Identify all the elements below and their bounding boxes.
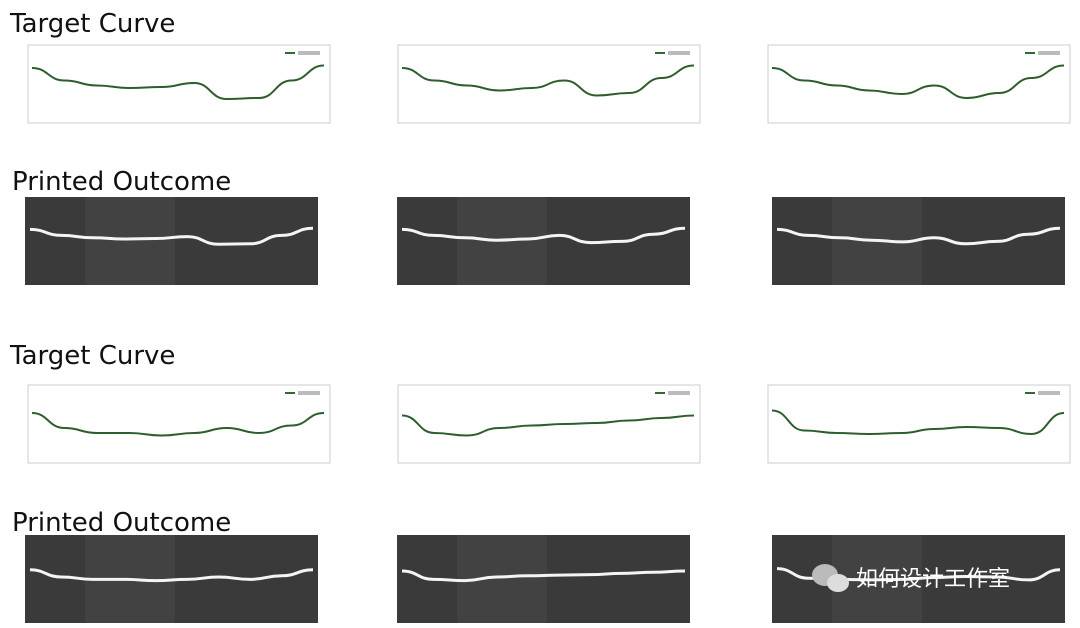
printed-curve	[776, 226, 1061, 246]
chart-frame	[27, 384, 331, 464]
target-curve	[771, 409, 1065, 436]
legend-text	[668, 51, 690, 55]
chart-frame	[767, 384, 1071, 464]
section-label: Printed Outcome	[12, 167, 231, 197]
section-label: Printed Outcome	[12, 508, 231, 538]
chart-frame	[767, 44, 1071, 124]
legend-text	[1038, 391, 1060, 395]
legend-text	[668, 391, 690, 395]
legend-text	[298, 51, 320, 55]
watermark: 如何设计工作室	[856, 567, 1010, 592]
target-curve	[31, 64, 325, 101]
legend-text	[298, 391, 320, 395]
printed-curve	[29, 226, 314, 246]
printed-curve	[401, 226, 686, 245]
section-label: Target Curve	[9, 9, 175, 39]
printed-curve	[401, 569, 686, 583]
photo-shade	[85, 197, 175, 285]
section-label: Target Curve	[9, 341, 175, 371]
target-curve	[31, 412, 325, 437]
legend-text	[1038, 51, 1060, 55]
printed-curve	[29, 568, 314, 583]
target-curve	[401, 64, 695, 97]
wm-icon	[827, 574, 849, 592]
target-curve	[401, 414, 695, 437]
target-curve	[771, 64, 1065, 100]
